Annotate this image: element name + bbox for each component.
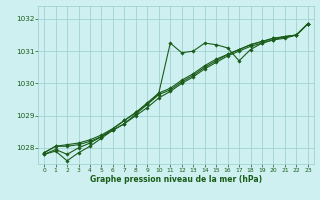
X-axis label: Graphe pression niveau de la mer (hPa): Graphe pression niveau de la mer (hPa) [90, 175, 262, 184]
